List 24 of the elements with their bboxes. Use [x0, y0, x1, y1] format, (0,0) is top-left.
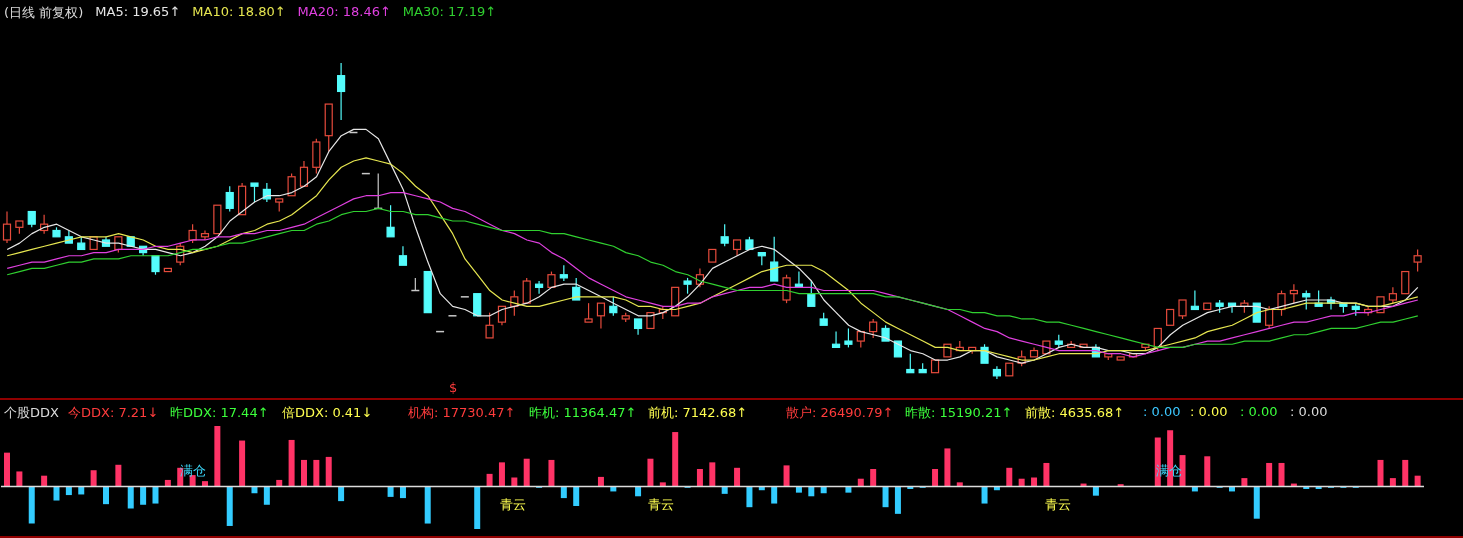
text: MA30: 17.19↑ — [402, 4, 497, 21]
text: MA20: 18.46↑ — [297, 4, 391, 21]
text: 昨DDX: 17.44↑ — [170, 404, 269, 422]
annotation: 青云 — [1045, 496, 1071, 514]
annotation: 青云 — [648, 496, 674, 514]
annotation: 青云 — [500, 496, 526, 514]
text: 今DDX: 7.21↓ — [68, 404, 159, 422]
text: 散户: 26490.79↑ — [786, 404, 894, 422]
text: : 0.00 — [1143, 404, 1181, 419]
text: 昨机: 11364.47↑ — [529, 404, 637, 422]
chart-title: (日线 前复权) — [4, 4, 84, 22]
text: 前机: 7142.68↑ — [648, 404, 748, 422]
text: 机构: 17730.47↑ — [408, 404, 516, 422]
text: : 0.00 — [1190, 404, 1228, 419]
text: 前散: 4635.68↑ — [1025, 404, 1125, 422]
text: MA10: 18.80↑ — [192, 4, 286, 21]
text: : 0.00 — [1290, 404, 1328, 419]
text: $ — [449, 380, 458, 395]
text: 倍DDX: 0.41↓ — [282, 404, 373, 422]
text: : 0.00 — [1240, 404, 1278, 419]
annotation: 满仓 — [180, 462, 206, 480]
chart-title: 个股DDX — [4, 404, 59, 422]
text: 昨散: 15190.21↑ — [905, 404, 1013, 422]
text: MA5: 19.65↑ — [95, 4, 181, 21]
